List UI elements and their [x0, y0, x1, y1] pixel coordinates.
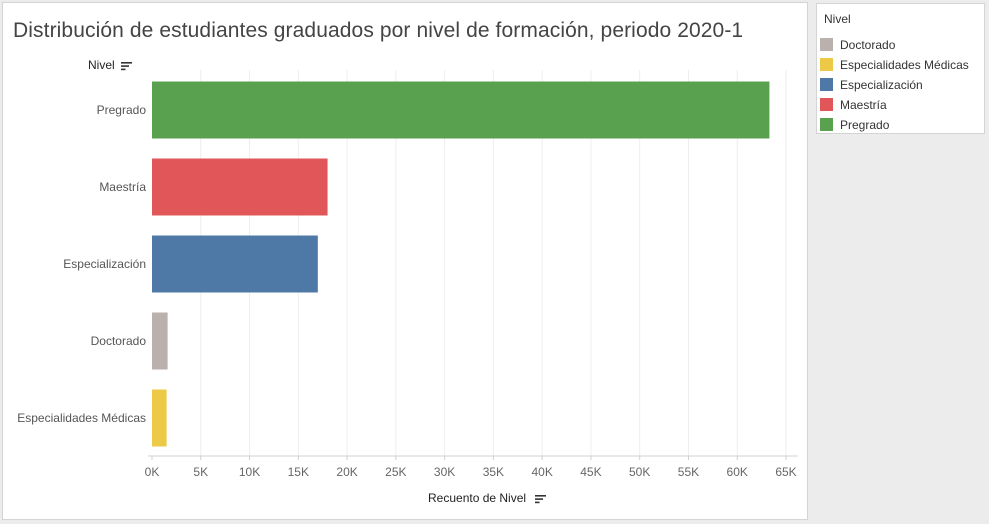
sort-icon[interactable] [121, 61, 133, 71]
legend-swatch [820, 78, 833, 91]
x-tick-label: 15K [288, 465, 309, 479]
category-label: Doctorado [91, 334, 147, 348]
legend-label: Especialidades Médicas [840, 58, 969, 72]
legend-label: Maestría [840, 98, 887, 112]
x-axis-label: Recuento de Nivel [428, 491, 527, 505]
legend-swatch [820, 58, 833, 71]
chart-title: Distribución de estudiantes graduados po… [13, 19, 744, 42]
legend-swatch [820, 38, 833, 51]
legend-label: Pregrado [840, 118, 890, 132]
x-tick-label: 45K [580, 465, 601, 479]
y-axis-label: Nivel [88, 58, 115, 72]
bar [152, 312, 168, 370]
x-tick-label: 10K [239, 465, 260, 479]
bar [152, 235, 318, 293]
bar [152, 389, 167, 447]
x-tick-label: 20K [336, 465, 357, 479]
x-axis-header[interactable]: Recuento de Nivel [428, 491, 549, 505]
category-label: Pregrado [97, 103, 147, 117]
category-label: Especialización [63, 257, 146, 271]
x-tick-label: 60K [727, 465, 748, 479]
x-tick-label: 50K [629, 465, 650, 479]
legend: Nivel Doctorado Especialidades Médicas Esp… [816, 3, 985, 134]
legend-title: Nivel [824, 12, 851, 26]
x-tick-label: 35K [483, 465, 504, 479]
x-tick-label: 55K [678, 465, 699, 479]
x-tick-label: 5K [193, 465, 208, 479]
category-label: Especialidades Médicas [17, 411, 146, 425]
legend-label: Especialización [840, 78, 923, 92]
x-tick-label: 65K [775, 465, 796, 479]
legend-label: Doctorado [840, 38, 896, 52]
x-tick-label: 25K [385, 465, 406, 479]
bar [152, 158, 328, 216]
x-tick-label: 40K [531, 465, 552, 479]
category-label: Maestría [99, 180, 146, 194]
legend-swatch [820, 118, 833, 131]
bar [152, 81, 770, 139]
sort-icon[interactable] [535, 494, 549, 504]
x-tick-label: 30K [434, 465, 455, 479]
legend-swatch [820, 98, 833, 111]
x-tick-label: 0K [145, 465, 160, 479]
y-axis-header[interactable]: Nivel [88, 58, 133, 72]
